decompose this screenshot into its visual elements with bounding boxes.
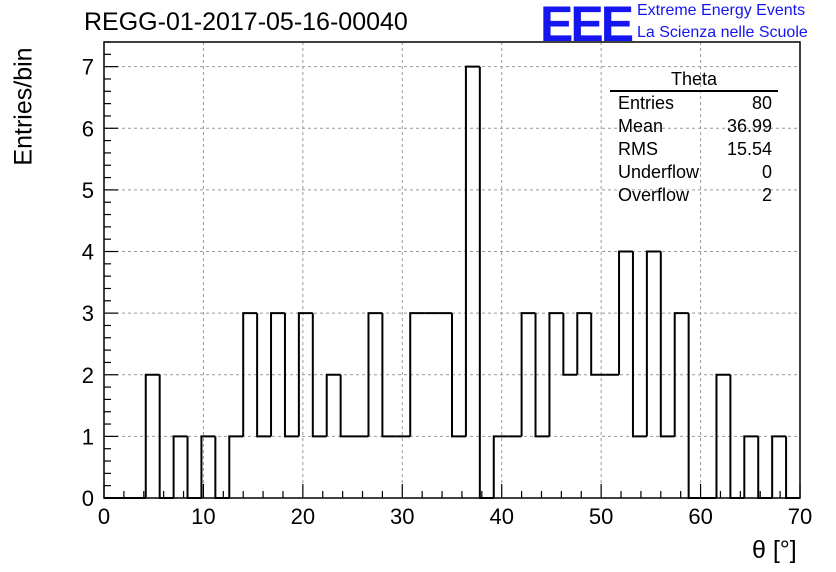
y-tick-label: 7	[82, 55, 94, 80]
stats-label: RMS	[618, 139, 658, 159]
chart-title: REGG-01-2017-05-16-00040	[84, 8, 408, 36]
x-tick-label: 10	[191, 504, 215, 529]
histogram-bin	[172, 435, 188, 498]
y-tick-label: 1	[82, 424, 94, 449]
histogram-bin	[478, 66, 494, 499]
histogram-bin	[659, 251, 675, 438]
histogram-bin	[576, 312, 592, 375]
x-axis-ticks: 0 10 20 30 40 50 60 70	[98, 484, 812, 529]
stats-value: 36.99	[726, 116, 772, 136]
stats-row-entries: Entries 80	[610, 92, 778, 115]
y-axis-ticks: 0 1 2 3 4 5 6 7	[82, 41, 118, 511]
histogram-bin	[464, 65, 480, 437]
stats-title: Theta	[610, 68, 778, 92]
histogram-bin	[242, 312, 258, 437]
histogram-bin	[618, 250, 633, 375]
histogram-bin	[631, 251, 647, 438]
histogram-bin	[311, 313, 327, 438]
x-tick-label: 0	[98, 504, 110, 529]
histogram-bin	[785, 436, 800, 499]
y-tick-label: 5	[82, 178, 94, 203]
histogram-bin	[451, 313, 466, 438]
x-tick-label: 60	[688, 504, 712, 529]
histogram-bin	[548, 312, 564, 437]
y-axis-label: Entries/bin	[9, 47, 38, 166]
histogram-bin	[673, 312, 689, 437]
histogram-bin	[325, 373, 341, 437]
histogram-bin	[283, 313, 299, 438]
histogram-bin	[200, 435, 216, 498]
x-tick-label: 30	[390, 504, 414, 529]
stats-row-mean: Mean 36.99	[610, 115, 778, 138]
y-tick-label: 0	[82, 486, 94, 511]
histogram-bin	[492, 435, 508, 498]
histogram-bin	[534, 313, 550, 438]
x-tick-label: 50	[589, 504, 613, 529]
histogram-bin	[297, 312, 313, 437]
histogram-bin	[381, 313, 397, 438]
histogram-bin	[214, 436, 230, 499]
histogram-bin	[590, 313, 606, 376]
x-axis-label: θ [°]	[752, 536, 797, 564]
histogram-bin	[144, 373, 160, 498]
histogram-bin	[339, 374, 355, 438]
histogram-bin	[743, 435, 759, 498]
stats-label: Underflow	[618, 162, 700, 182]
histogram-bin	[562, 313, 578, 376]
eee-logo: EEE	[540, 0, 634, 52]
y-tick-label: 4	[82, 240, 94, 265]
histogram-bin	[757, 436, 773, 499]
logo-text-line1: Extreme Energy Events	[637, 2, 806, 19]
histogram-bin	[186, 436, 202, 499]
stats-value: 80	[751, 93, 772, 113]
stats-label: Entries	[618, 93, 675, 113]
histogram-bin	[409, 312, 425, 437]
plot-frame	[103, 41, 801, 499]
y-tick-label: 3	[82, 301, 94, 326]
y-tick-label: 2	[82, 363, 94, 388]
stats-row-rms: RMS 15.54	[610, 138, 778, 161]
histogram-bin	[520, 312, 536, 437]
histogram-bin	[270, 312, 285, 437]
stats-value: 15.54	[726, 139, 772, 159]
x-tick-label: 40	[489, 504, 513, 529]
stats-box: Theta Entries 80 Mean 36.99 RMS 15.54 Un…	[610, 68, 778, 207]
histogram-bin	[715, 373, 731, 498]
stats-value: 2	[761, 185, 772, 205]
y-tick-label: 6	[82, 116, 94, 141]
stats-value: 0	[761, 162, 772, 182]
x-tick-label: 20	[291, 504, 315, 529]
histogram-bin	[228, 435, 244, 498]
histogram-bin	[645, 250, 661, 437]
x-tick-label: 70	[788, 504, 812, 529]
histogram-bin	[771, 435, 787, 498]
histogram-bin	[367, 312, 383, 437]
stats-label: Overflow	[618, 185, 690, 205]
stats-label: Mean	[618, 116, 664, 136]
stats-row-underflow: Underflow 0	[610, 161, 778, 184]
logo-text-line2: La Scienza nelle Scuole	[637, 24, 808, 41]
stats-row-overflow: Overflow 2	[610, 184, 778, 207]
histogram-bin	[256, 313, 272, 438]
